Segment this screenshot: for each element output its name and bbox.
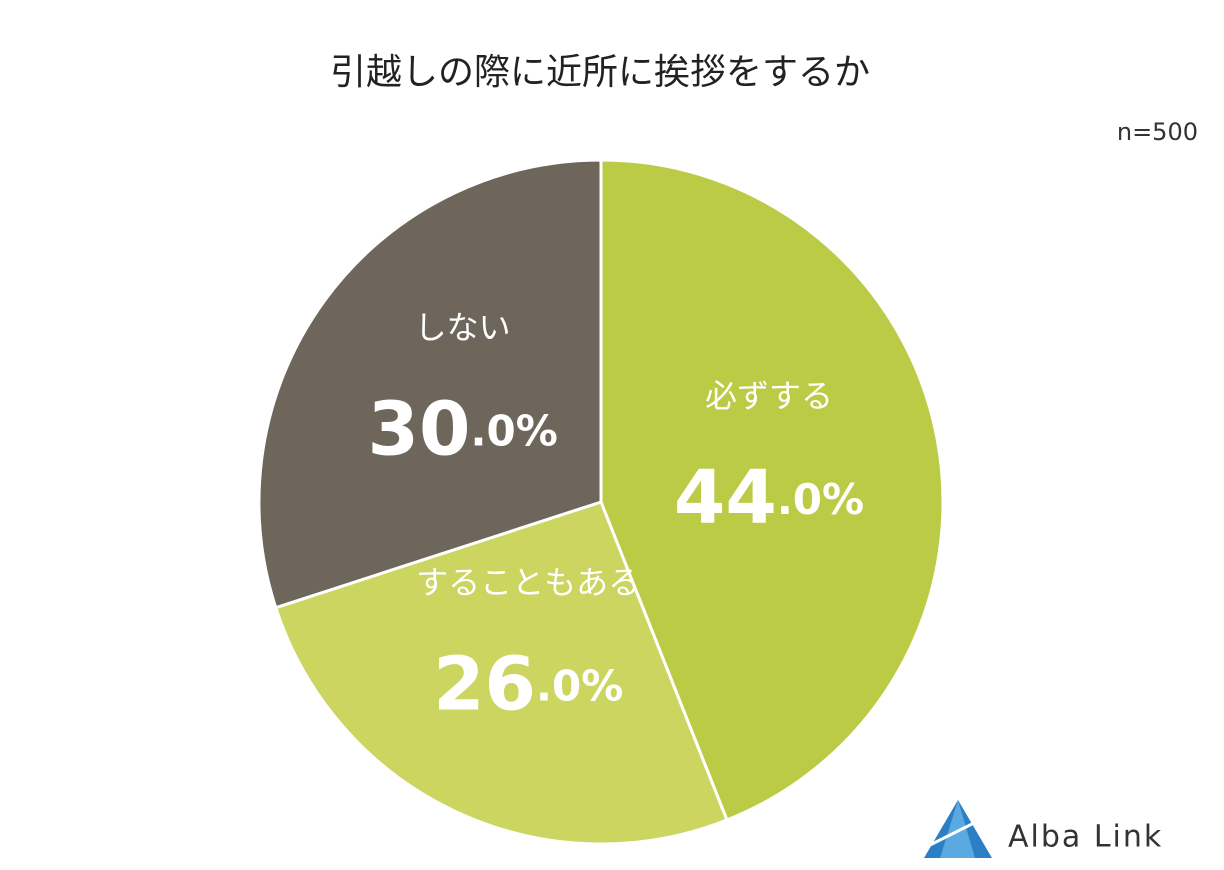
slice-label: することもある — [416, 564, 640, 602]
value-label: 26.0% — [433, 641, 623, 727]
logo: Alba Link — [924, 800, 1163, 858]
logo-text: Alba Link — [1008, 820, 1163, 855]
pie-slice — [257, 158, 603, 610]
slice-label: しない — [415, 308, 511, 346]
value-label: 44.0% — [674, 454, 864, 540]
chart-title: 引越しの際に近所に挨拶をするか — [330, 52, 870, 93]
chart-subtitle: n=500 — [1117, 118, 1198, 146]
logo-icon-stroke — [929, 813, 991, 847]
pie-slice — [599, 158, 945, 822]
logo-icon-facet — [940, 800, 975, 858]
slice-label: 必ずする — [705, 377, 833, 415]
value-label: 30.0% — [368, 386, 558, 472]
pie-slice — [273, 500, 729, 846]
